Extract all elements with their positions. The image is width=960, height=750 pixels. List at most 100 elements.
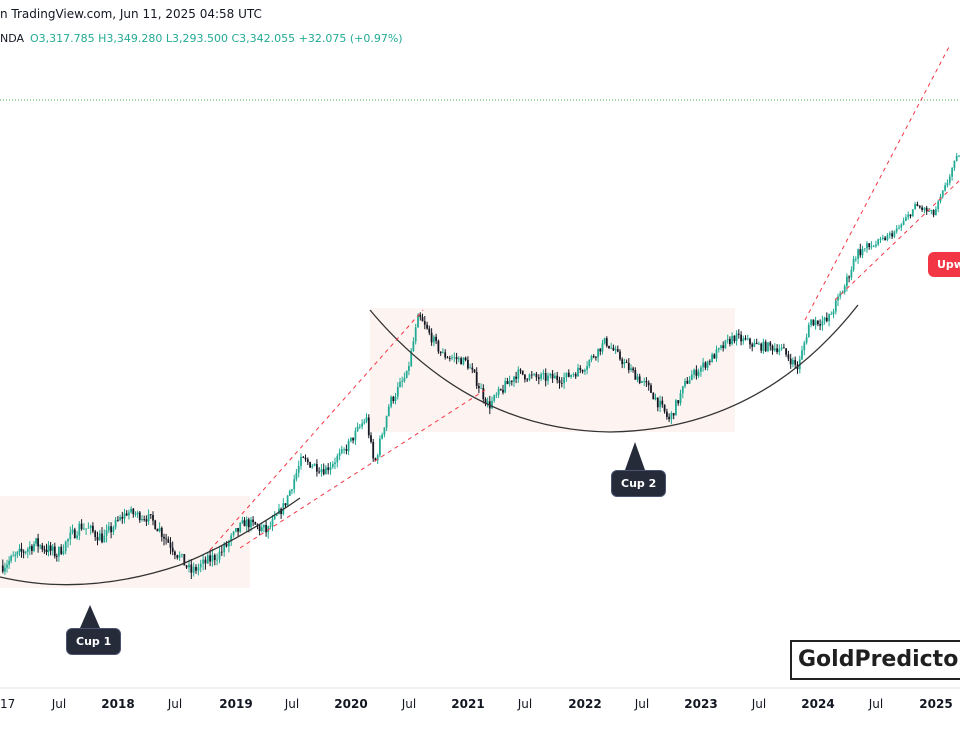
candle-body: [316, 463, 318, 472]
candle-body: [320, 469, 323, 472]
candle-body: [480, 388, 482, 389]
candle-body: [331, 464, 334, 467]
candle-body: [801, 350, 803, 360]
candles-group: [1, 153, 960, 579]
candle-body: [306, 459, 309, 463]
candle-body: [686, 380, 689, 384]
trend-channel-1-lower: [239, 389, 486, 549]
candle-body: [325, 467, 327, 475]
candle-body: [125, 513, 128, 516]
candle-body: [414, 327, 417, 342]
candle-body: [805, 337, 808, 343]
candle-body: [237, 528, 239, 532]
candle-body: [160, 527, 163, 537]
candle-body: [269, 525, 272, 527]
attribution-text: n TradingView.com, Jun 11, 2025 04:58 UT…: [0, 7, 262, 21]
x-tick-label: Jul: [868, 697, 884, 711]
candle-body: [399, 382, 401, 387]
candle-body: [695, 369, 698, 376]
candle-body: [209, 555, 211, 562]
candle-body: [877, 239, 880, 245]
candle-body: [814, 320, 817, 326]
candle-body: [163, 536, 165, 539]
candle-body: [670, 413, 673, 420]
candle-body: [426, 324, 428, 329]
candle-body: [753, 342, 756, 347]
candle-body: [737, 333, 740, 335]
candle-body: [650, 385, 652, 393]
candle-body: [206, 555, 209, 564]
candle-body: [513, 376, 515, 382]
candle-body: [902, 220, 905, 225]
candle-body: [787, 354, 790, 359]
candle-body: [254, 522, 257, 525]
candle-body: [178, 555, 181, 558]
x-tick-label: Jul: [634, 697, 650, 711]
candle-body: [475, 372, 478, 387]
x-tick-label: 2018: [101, 697, 135, 711]
candle-body: [87, 527, 90, 529]
candle-body: [92, 525, 94, 532]
candle-body: [363, 421, 366, 424]
candle-body: [412, 341, 415, 351]
candle-body: [634, 370, 637, 380]
candle-body: [857, 249, 859, 259]
candle-body: [778, 349, 781, 352]
candle-body: [688, 380, 691, 384]
candle-body: [112, 527, 115, 533]
candle-body: [542, 373, 545, 375]
candle-body: [250, 519, 252, 528]
candle-body: [930, 210, 933, 212]
candle-body: [767, 342, 769, 352]
candle-body: [322, 469, 325, 475]
candle-body: [284, 503, 287, 506]
candle-body: [751, 344, 754, 347]
candle-body: [905, 217, 907, 221]
candle-body: [265, 524, 267, 533]
symbol-fragment: NDA: [0, 32, 25, 45]
candle-body: [89, 525, 92, 528]
candle-body: [455, 357, 458, 360]
candle-body: [121, 517, 124, 519]
candle-body: [334, 462, 336, 464]
candle-body: [460, 358, 462, 365]
candle-body: [218, 551, 221, 560]
candle-body: [625, 362, 628, 363]
x-tick-label: 2019: [219, 697, 253, 711]
candle-body: [666, 411, 668, 417]
candle-body: [771, 345, 774, 351]
candle-body: [632, 368, 634, 371]
candle-body: [817, 320, 819, 325]
candle-body: [85, 528, 87, 530]
candle-body: [263, 524, 265, 528]
candle-body: [679, 393, 682, 404]
candle-body: [621, 359, 624, 365]
candle-body: [614, 349, 617, 351]
candle-body: [776, 348, 778, 352]
candle-body: [343, 449, 345, 450]
candle-body: [347, 441, 350, 451]
candle-body: [329, 467, 332, 471]
candle-body: [819, 324, 821, 326]
candle-body: [33, 543, 35, 551]
candle-body: [724, 340, 727, 349]
candle-body: [693, 369, 695, 375]
candle-body: [654, 397, 657, 400]
upward-callout: Upw: [928, 252, 960, 277]
candle-body: [204, 559, 207, 564]
candle-body: [403, 377, 406, 382]
x-tick-label: 17: [0, 697, 16, 711]
candle-body: [318, 471, 320, 473]
candle-body: [586, 366, 588, 370]
candle-body: [51, 546, 54, 551]
candle-body: [493, 395, 496, 401]
candle-body: [554, 375, 556, 379]
x-tick-label: 2022: [568, 697, 602, 711]
candle-body: [839, 293, 842, 297]
candle-body: [708, 361, 711, 363]
candle-body: [690, 374, 693, 381]
candle-body: [792, 359, 794, 365]
candle-body: [76, 535, 78, 539]
candle-body: [374, 458, 377, 461]
candle-body: [951, 168, 953, 177]
